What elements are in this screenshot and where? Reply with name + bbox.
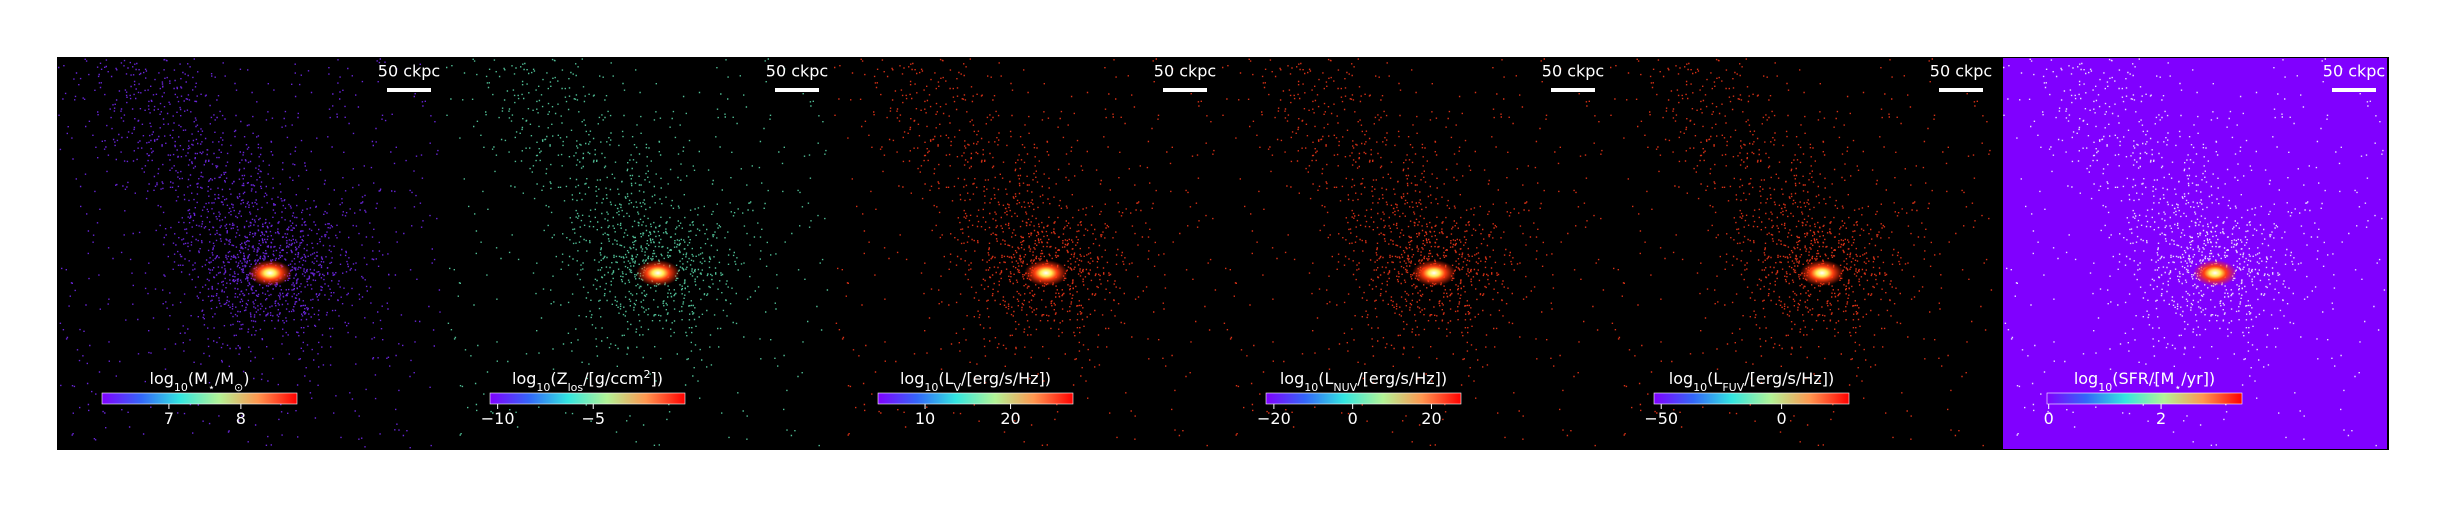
label-part: V — [954, 381, 962, 394]
panel-background — [446, 58, 834, 449]
colorbar-label: log10(LV/[erg/s/Hz]) — [900, 369, 1051, 394]
label-part: 10 — [1693, 381, 1707, 394]
scale-label: 50 ckpc — [2323, 62, 2385, 81]
label-part: 10 — [174, 381, 188, 394]
label-part: 10 — [2098, 381, 2112, 394]
label-part: log — [150, 369, 174, 388]
label-part: log — [512, 369, 536, 388]
colorbar-tick-label: 10 — [915, 409, 935, 428]
label-part: (Z — [550, 369, 567, 388]
colorbar-label: log10(M⋆/M⊙) — [150, 369, 250, 394]
label-part: 10 — [1304, 381, 1318, 394]
colorbar-label: log10(LNUV/[erg/s/Hz]) — [1280, 369, 1447, 394]
galaxy-core — [2193, 260, 2237, 286]
panel-background — [834, 58, 1222, 449]
label-part: (SFR/[M — [2112, 369, 2174, 388]
scale-bar — [1551, 88, 1595, 92]
galaxy-core — [1800, 260, 1844, 286]
colorbar-tick-label: 7 — [164, 409, 174, 428]
colorbar-tick-label: 8 — [236, 409, 246, 428]
scale-label: 50 ckpc — [1542, 62, 1604, 81]
galaxy-core — [1412, 260, 1456, 286]
scale-bar — [1939, 88, 1983, 92]
colorbar-tick-label: −5 — [581, 409, 605, 428]
scale-bar — [2332, 88, 2376, 92]
colorbar — [1653, 392, 1850, 405]
panel-background — [1222, 58, 1610, 449]
label-part: ) — [243, 369, 249, 388]
galaxy-core — [1024, 260, 1068, 286]
panel: 50 ckpc log10(SFR/[M⋆/yr]) 0 2 — [2003, 58, 2387, 449]
label-part: ⋆ — [208, 381, 215, 394]
label-part: /M — [215, 369, 234, 388]
colorbar — [101, 392, 298, 405]
colorbar-tick-label: 0 — [1776, 409, 1786, 428]
panel: 50 ckpc log10(LNUV/[erg/s/Hz]) −20 0 20 — [1222, 58, 1610, 449]
panel: 50 ckpc log10(Zlos/[g/ccm2]) −10 −5 — [446, 58, 834, 449]
label-part: los — [568, 381, 584, 394]
scale-label: 50 ckpc — [766, 62, 828, 81]
panel-background — [1610, 58, 1998, 449]
label-part: log — [2074, 369, 2098, 388]
panel-background — [58, 58, 446, 449]
panel-background — [2003, 58, 2387, 449]
label-part: (L — [1318, 369, 1333, 388]
label-part: /[erg/s/Hz]) — [1357, 369, 1447, 388]
scale-bar — [775, 88, 819, 92]
scale-bar — [1163, 88, 1207, 92]
colorbar-tick-label: −50 — [1644, 409, 1678, 428]
scale-label: 50 ckpc — [378, 62, 440, 81]
colorbar-tick-label: −10 — [481, 409, 515, 428]
scale-bar — [387, 88, 431, 92]
colorbar — [2046, 392, 2243, 405]
colorbar — [1265, 392, 1462, 405]
colorbar-tick-label: 2 — [2156, 409, 2166, 428]
label-part: log — [1280, 369, 1304, 388]
label-part: /[erg/s/Hz]) — [961, 369, 1051, 388]
galaxy-core — [636, 260, 680, 286]
galaxy-core — [248, 260, 292, 286]
label-part: ⋆ — [2174, 381, 2181, 394]
colorbar-tick-label: 0 — [2044, 409, 2054, 428]
label-part: ]) — [651, 369, 663, 388]
label-part: 10 — [924, 381, 938, 394]
label-part: 10 — [536, 381, 550, 394]
colorbar — [877, 392, 1074, 405]
colorbar — [489, 392, 686, 405]
label-part: (L — [1707, 369, 1722, 388]
label-part: 2 — [644, 368, 651, 381]
label-part: log — [900, 369, 924, 388]
panel: 50 ckpc log10(LFUV/[erg/s/Hz]) −50 0 — [1610, 58, 1998, 449]
colorbar-label: log10(SFR/[M⋆/yr]) — [2074, 369, 2215, 394]
label-part: (M — [188, 369, 208, 388]
colorbar-tick-label: 20 — [1421, 409, 1441, 428]
label-part: /[g/ccm — [583, 369, 643, 388]
scale-label: 50 ckpc — [1154, 62, 1216, 81]
colorbar-tick-label: 20 — [1000, 409, 1020, 428]
label-part: log — [1669, 369, 1693, 388]
colorbar-tick-label: 0 — [1348, 409, 1358, 428]
scale-label: 50 ckpc — [1930, 62, 1992, 81]
panel: 50 ckpc log10(M⋆/M⊙) 7 8 — [58, 58, 446, 449]
label-part: NUV — [1333, 381, 1357, 394]
label-part: ⊙ — [234, 381, 243, 394]
colorbar-label: log10(LFUV/[erg/s/Hz]) — [1669, 369, 1834, 394]
label-part: (L — [938, 369, 953, 388]
label-part: /[erg/s/Hz]) — [1744, 369, 1834, 388]
colorbar-label: log10(Zlos/[g/ccm2]) — [512, 368, 663, 394]
label-part: /yr]) — [2181, 369, 2215, 388]
label-part: FUV — [1722, 381, 1744, 394]
colorbar-tick-label: −20 — [1257, 409, 1291, 428]
